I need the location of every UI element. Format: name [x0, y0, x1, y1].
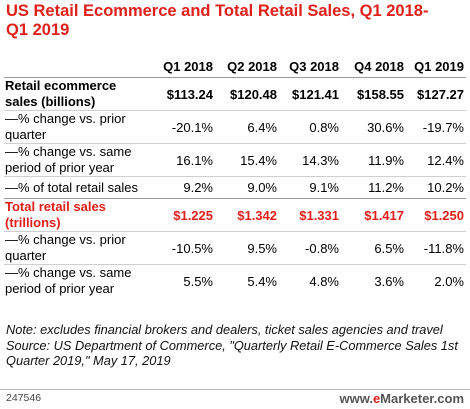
table-cell: 2.0% [434, 273, 464, 289]
notes-block: Note: excludes financial brokers and dea… [6, 322, 461, 369]
table-cell: -19.7% [406, 110, 466, 144]
brand-e: e [372, 391, 381, 406]
column-header: Q4 2018 [341, 55, 406, 78]
table-cell: 14.3% [279, 143, 341, 177]
table-row: Total retail sales (trillions) $1.225 $1… [4, 198, 466, 232]
brand-suffix: .com [433, 391, 464, 406]
table-row: Retail ecommerce sales (billions) $113.2… [4, 77, 466, 111]
column-header: Q3 2018 [279, 55, 341, 78]
table-cell: $1.225 [152, 198, 215, 232]
table-cell: 12.4% [406, 143, 466, 177]
table-cell: $121.41 [279, 77, 341, 111]
table-cell: $158.55 [341, 77, 406, 111]
brand-logo: www.eMarketer.com [339, 391, 464, 406]
row-label: —% change vs. prior quarter [4, 231, 152, 265]
table-cell: 10.2% [406, 176, 466, 199]
row-label: Total retail sales (trillions) [4, 198, 152, 232]
table-cell: 6.5% [341, 231, 406, 265]
table-cell: 3.6% [374, 273, 404, 289]
table-cell: $120.48 [215, 77, 279, 111]
row-label: —% change vs. prior quarter [4, 110, 152, 144]
data-table: Q1 2018 Q2 2018 Q3 2018 Q4 2018 Q1 2019 … [4, 55, 466, 297]
table-cell: $127.27 [406, 77, 466, 111]
chart-id: 247546 [6, 392, 42, 404]
table-row: —% change vs. same period of prior year … [4, 143, 466, 177]
table-cell: 9.5% [215, 231, 279, 265]
table-cell: 11.2% [341, 176, 406, 199]
column-header: Q2 2018 [215, 55, 279, 78]
table-cell: $113.24 [152, 77, 215, 111]
table-cell: 4.8% [309, 273, 339, 289]
table-row: —% change vs. prior quarter -20.1% 6.4% … [4, 110, 466, 144]
table-cell: 9.1% [279, 176, 341, 199]
row-label: —% change vs. same period of prior year [5, 265, 132, 296]
table-cell: $1.331 [279, 198, 341, 232]
chart-title: US Retail Ecommerce and Total Retail Sal… [6, 2, 429, 39]
table-cell: 16.1% [152, 143, 215, 177]
header-corner [4, 55, 152, 78]
table-cell: 11.9% [341, 143, 406, 177]
table-cell: 30.6% [341, 110, 406, 144]
table-cell: 0.8% [279, 110, 341, 144]
row-label: Retail ecommerce sales (billions) [4, 77, 152, 111]
brand-prefix: www. [339, 391, 373, 406]
table-cell: -20.1% [152, 110, 215, 144]
column-header: Q1 2018 [152, 55, 215, 78]
row-label: —% change vs. same period of prior year [4, 143, 152, 177]
table-cell: 9.2% [152, 176, 215, 199]
column-header: Q1 2019 [406, 55, 466, 78]
header-row: Q1 2018 Q2 2018 Q3 2018 Q4 2018 Q1 2019 [4, 55, 466, 78]
brand-name: Marketer [380, 391, 434, 406]
table-cell: $1.417 [341, 198, 406, 232]
footer: 247546 www.eMarketer.com [0, 389, 470, 409]
table-row: —% change vs. prior quarter -10.5% 9.5% … [4, 231, 466, 265]
row-label: —% of total retail sales [4, 176, 152, 199]
table-cell: 6.4% [215, 110, 279, 144]
table-cell: -11.8% [406, 231, 466, 265]
table-cell: -0.8% [279, 231, 341, 265]
table-cell: 5.5% [183, 273, 213, 289]
note-text: Note: excludes financial brokers and dea… [6, 322, 443, 337]
table-cell: 5.4% [247, 273, 277, 289]
table-cell: 15.4% [215, 143, 279, 177]
table-cell: -10.5% [152, 231, 215, 265]
table-cell: $1.342 [215, 198, 279, 232]
table-row: —% change vs. same period of prior year … [4, 265, 466, 298]
table-cell: 9.0% [215, 176, 279, 199]
source-text: Source: US Department of Commerce, "Quar… [6, 337, 458, 369]
table-cell: $1.250 [406, 198, 466, 232]
table-row: —% of total retail sales 9.2% 9.0% 9.1% … [4, 176, 466, 199]
